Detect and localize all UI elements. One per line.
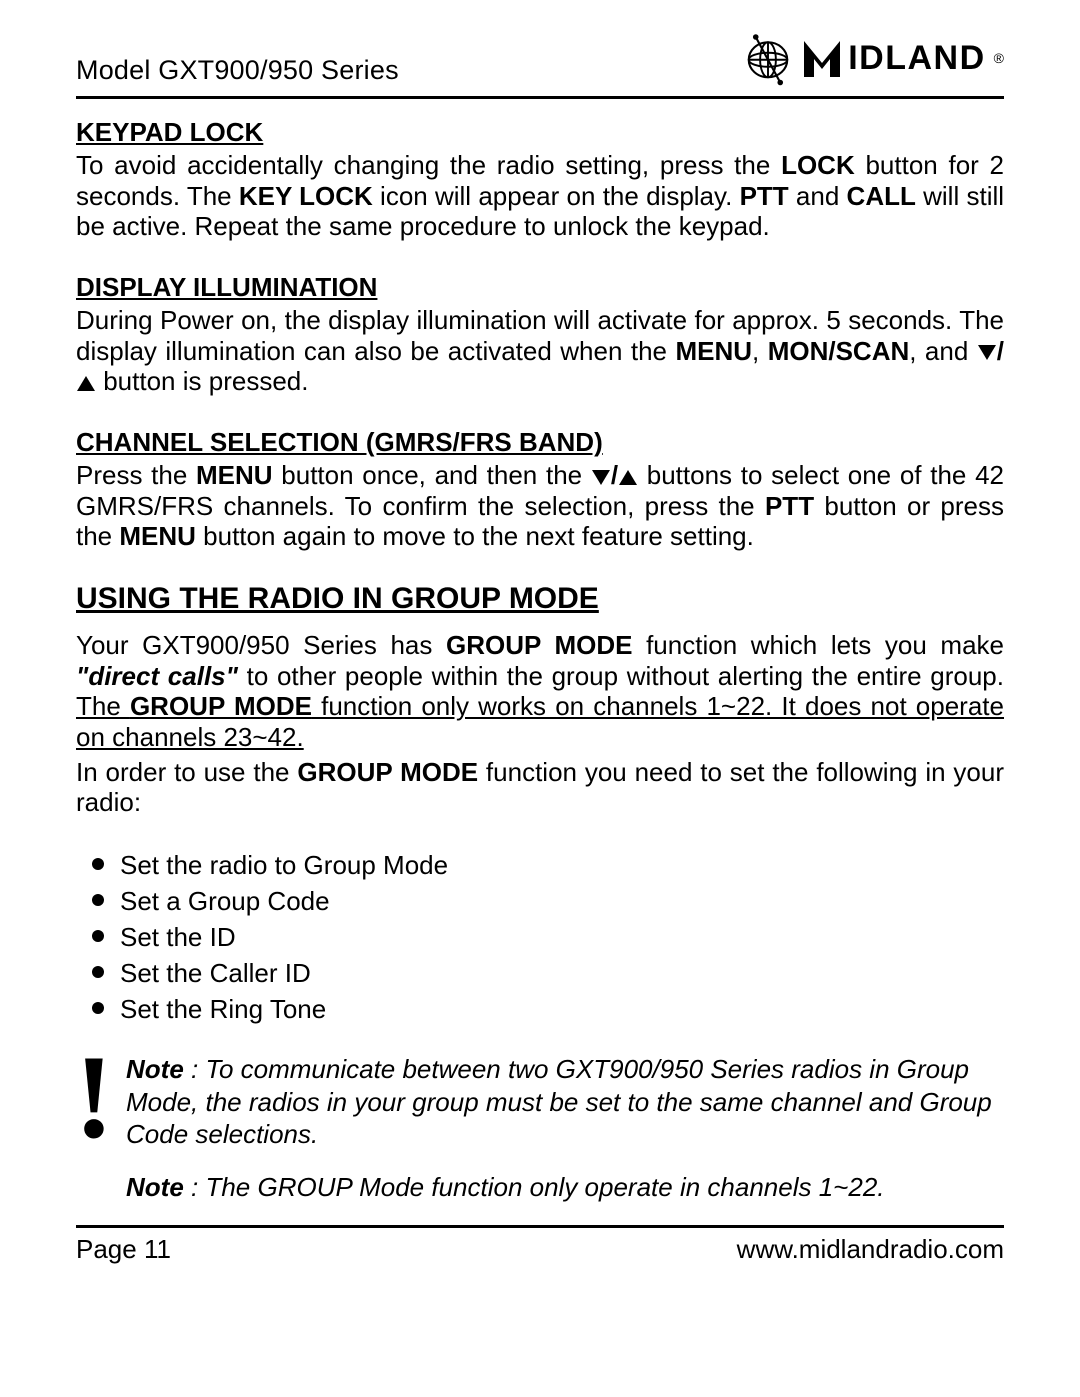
text: function which lets you make	[632, 630, 1004, 660]
note-2: Note : The GROUP Mode function only oper…	[126, 1171, 1004, 1204]
text: to other people within the group without…	[238, 661, 1004, 691]
list-item: Set a Group Code	[86, 884, 1004, 920]
note-block: ! Note : To communicate between two GXT9…	[76, 1053, 1004, 1203]
text: ,	[752, 336, 768, 366]
list-item: Set the ID	[86, 920, 1004, 956]
text: , and	[909, 336, 977, 366]
header-rule	[76, 96, 1004, 99]
text-bold: LOCK	[781, 150, 855, 180]
footer-rule	[76, 1225, 1004, 1228]
note-label: Note	[126, 1054, 184, 1084]
text-bold: CALL	[847, 181, 916, 211]
header: Model GXT900/950 Series IDLAND ®	[76, 30, 1004, 92]
text-bold: /	[997, 336, 1004, 366]
underlined-text: The GROUP MODE function only works on ch…	[76, 691, 1004, 752]
list-item: Set the radio to Group Mode	[86, 848, 1004, 884]
text: To avoid accidentally changing the radio…	[76, 150, 781, 180]
text-bold: MENU	[675, 336, 752, 366]
text: Your GXT900/950 Series has	[76, 630, 446, 660]
triangle-down-icon	[978, 345, 996, 360]
text: Press the	[76, 460, 196, 490]
note-text: : The GROUP Mode function only operate i…	[184, 1172, 885, 1202]
text-bold: MENU	[196, 460, 273, 490]
note-text: : To communicate between two GXT900/950 …	[126, 1054, 992, 1149]
text: button is pressed.	[96, 366, 308, 396]
heading-group-mode: USING THE RADIO IN GROUP MODE	[76, 582, 1004, 616]
footer-url: www.midlandradio.com	[737, 1234, 1004, 1265]
text-bold: GROUP MODE	[130, 691, 312, 721]
para-display-illumination: During Power on, the display illuminatio…	[76, 305, 1004, 397]
list-item: Set the Ring Tone	[86, 992, 1004, 1028]
text-bold: MENU	[119, 521, 196, 551]
m-icon	[802, 37, 842, 79]
heading-keypad-lock: KEYPAD LOCK	[76, 117, 1004, 148]
para-group-mode-1: Your GXT900/950 Series has GROUP MODE fu…	[76, 630, 1004, 753]
globe-icon	[740, 30, 796, 86]
text-bold: GROUP MODE	[446, 630, 632, 660]
text-bold: PTT	[765, 491, 814, 521]
note-label: Note	[126, 1172, 184, 1202]
registered-mark: ®	[994, 50, 1004, 66]
list-item: Set the Caller ID	[86, 956, 1004, 992]
text-bold-italic: "direct calls"	[76, 661, 238, 691]
text-bold: /	[611, 460, 618, 490]
text-bold: PTT	[740, 181, 789, 211]
triangle-down-icon	[592, 470, 610, 485]
text: In order to use the	[76, 757, 297, 787]
para-keypad-lock: To avoid accidentally changing the radio…	[76, 150, 1004, 242]
triangle-up-icon	[77, 376, 95, 391]
text-bold: KEY LOCK	[239, 181, 373, 211]
manual-page: Model GXT900/950 Series IDLAND ® KEYPAD L…	[0, 0, 1080, 1397]
text: icon will appear on the display.	[373, 181, 740, 211]
text: button again to move to the next feature…	[196, 521, 754, 551]
text: button once, and then the	[273, 460, 591, 490]
para-group-mode-2: In order to use the GROUP MODE function …	[76, 757, 1004, 818]
brand-logo: IDLAND ®	[740, 30, 1004, 86]
group-mode-steps: Set the radio to Group Mode Set a Group …	[86, 848, 1004, 1027]
exclamation-icon: !	[74, 1043, 114, 1151]
text-bold: GROUP MODE	[297, 757, 478, 787]
heading-channel-selection: CHANNEL SELECTION (GMRS/FRS BAND)	[76, 427, 1004, 458]
page-number: Page 11	[76, 1234, 171, 1265]
triangle-up-icon	[619, 470, 637, 485]
footer: Page 11 www.midlandradio.com	[76, 1234, 1004, 1265]
brand-text: IDLAND	[848, 39, 985, 78]
text-bold: MON/SCAN	[768, 336, 910, 366]
text: The	[76, 691, 130, 721]
model-label: Model GXT900/950 Series	[76, 55, 399, 86]
para-channel-selection: Press the MENU button once, and then the…	[76, 460, 1004, 552]
heading-display-illumination: DISPLAY ILLUMINATION	[76, 272, 1004, 303]
note-1: Note : To communicate between two GXT900…	[126, 1053, 1004, 1151]
text: and	[789, 181, 847, 211]
